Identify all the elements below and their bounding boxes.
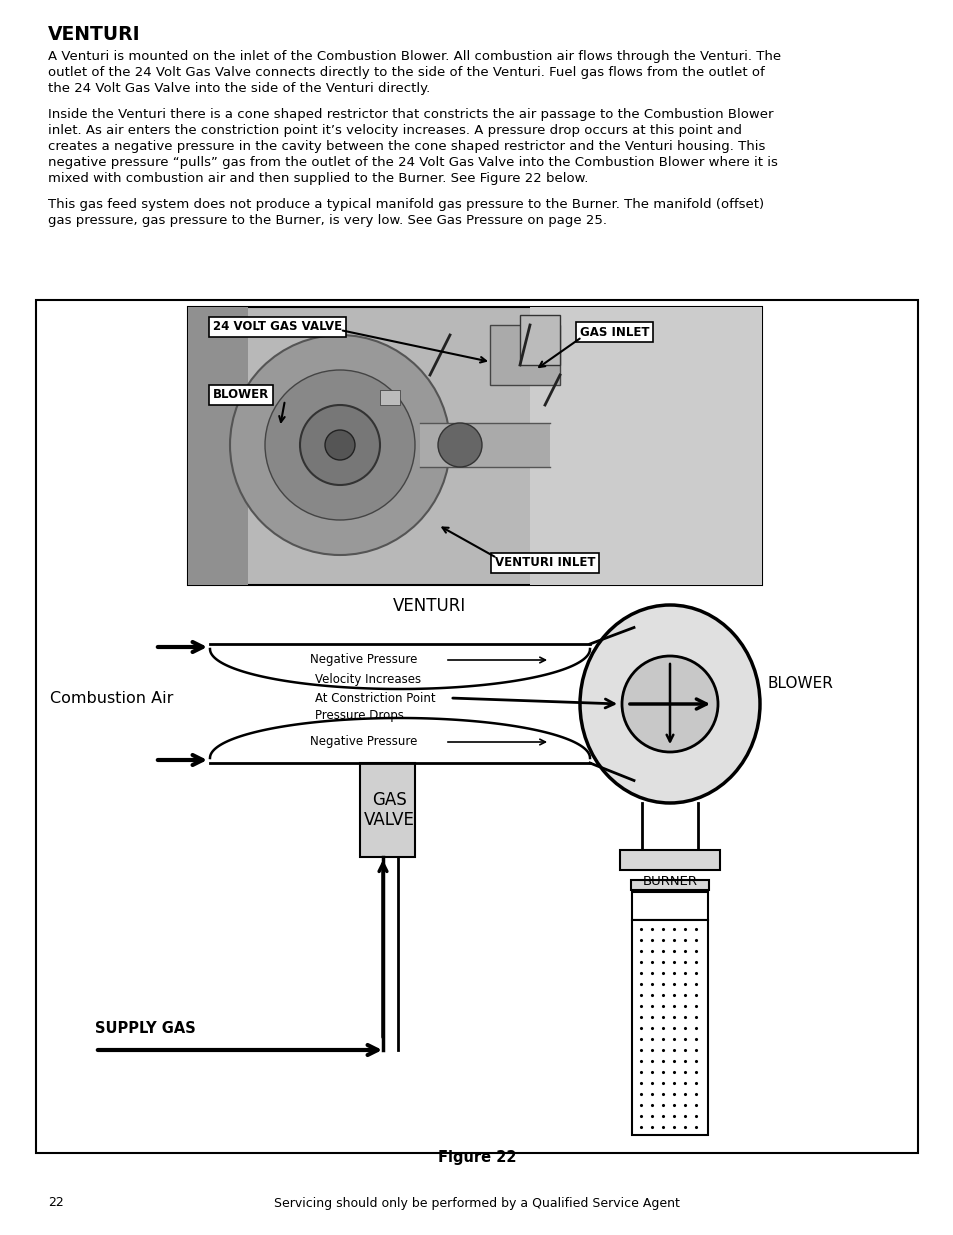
Text: Negative Pressure: Negative Pressure bbox=[310, 653, 416, 667]
Circle shape bbox=[299, 405, 379, 485]
Bar bbox=[188, 308, 761, 585]
Text: BLOWER: BLOWER bbox=[767, 677, 833, 692]
Text: outlet of the 24 Volt Gas Valve connects directly to the side of the Venturi. Fu: outlet of the 24 Volt Gas Valve connects… bbox=[48, 65, 764, 79]
Bar bbox=[619, 850, 720, 869]
Text: the 24 Volt Gas Valve into the side of the Venturi directly.: the 24 Volt Gas Valve into the side of t… bbox=[48, 82, 430, 95]
Bar bbox=[530, 308, 761, 585]
Text: inlet. As air enters the constriction point it’s velocity increases. A pressure : inlet. As air enters the constriction po… bbox=[48, 124, 741, 137]
Text: VENTURI: VENTURI bbox=[48, 25, 140, 44]
Text: creates a negative pressure in the cavity between the cone shaped restrictor and: creates a negative pressure in the cavit… bbox=[48, 140, 764, 153]
Text: This gas feed system does not produce a typical manifold gas pressure to the Bur: This gas feed system does not produce a … bbox=[48, 198, 763, 211]
Text: Combustion Air: Combustion Air bbox=[50, 692, 173, 706]
Text: 22: 22 bbox=[48, 1197, 64, 1209]
Circle shape bbox=[325, 430, 355, 459]
Bar bbox=[359, 763, 415, 857]
Bar bbox=[188, 308, 248, 585]
Bar bbox=[631, 892, 707, 920]
Bar bbox=[36, 300, 917, 1153]
Text: SUPPLY GAS: SUPPLY GAS bbox=[95, 1021, 195, 1036]
Text: BLOWER: BLOWER bbox=[213, 389, 269, 401]
Bar bbox=[490, 325, 559, 385]
Bar bbox=[379, 390, 399, 405]
Text: GAS INLET: GAS INLET bbox=[579, 326, 649, 338]
Text: mixed with combustion air and then supplied to the Burner. See Figure 22 below.: mixed with combustion air and then suppl… bbox=[48, 172, 588, 185]
Circle shape bbox=[230, 335, 450, 555]
Bar bbox=[519, 315, 559, 366]
Text: Inside the Venturi there is a cone shaped restrictor that constricts the air pas: Inside the Venturi there is a cone shape… bbox=[48, 107, 773, 121]
Circle shape bbox=[621, 656, 718, 752]
Text: A Venturi is mounted on the inlet of the Combustion Blower. All combustion air f: A Venturi is mounted on the inlet of the… bbox=[48, 49, 781, 63]
Text: VENTURI: VENTURI bbox=[393, 597, 466, 615]
Bar bbox=[419, 424, 550, 467]
Circle shape bbox=[265, 370, 415, 520]
Text: Negative Pressure: Negative Pressure bbox=[310, 736, 416, 748]
Text: BURNER: BURNER bbox=[641, 876, 697, 888]
Text: GAS
VALVE: GAS VALVE bbox=[364, 790, 415, 830]
Text: Servicing should only be performed by a Qualified Service Agent: Servicing should only be performed by a … bbox=[274, 1197, 679, 1209]
Text: VENTURI INLET: VENTURI INLET bbox=[495, 557, 595, 569]
Text: negative pressure “pulls” gas from the outlet of the 24 Volt Gas Valve into the : negative pressure “pulls” gas from the o… bbox=[48, 156, 777, 169]
Bar bbox=[630, 881, 708, 890]
Text: 24 VOLT GAS VALVE: 24 VOLT GAS VALVE bbox=[213, 321, 342, 333]
Circle shape bbox=[437, 424, 481, 467]
Ellipse shape bbox=[579, 605, 760, 803]
Text: Figure 22: Figure 22 bbox=[437, 1150, 516, 1165]
Bar bbox=[631, 920, 707, 1135]
Text: gas pressure, gas pressure to the Burner, is very low. See Gas Pressure on page : gas pressure, gas pressure to the Burner… bbox=[48, 214, 606, 227]
Text: Velocity Increases
At Constriction Point
Pressure Drops: Velocity Increases At Constriction Point… bbox=[314, 673, 436, 722]
